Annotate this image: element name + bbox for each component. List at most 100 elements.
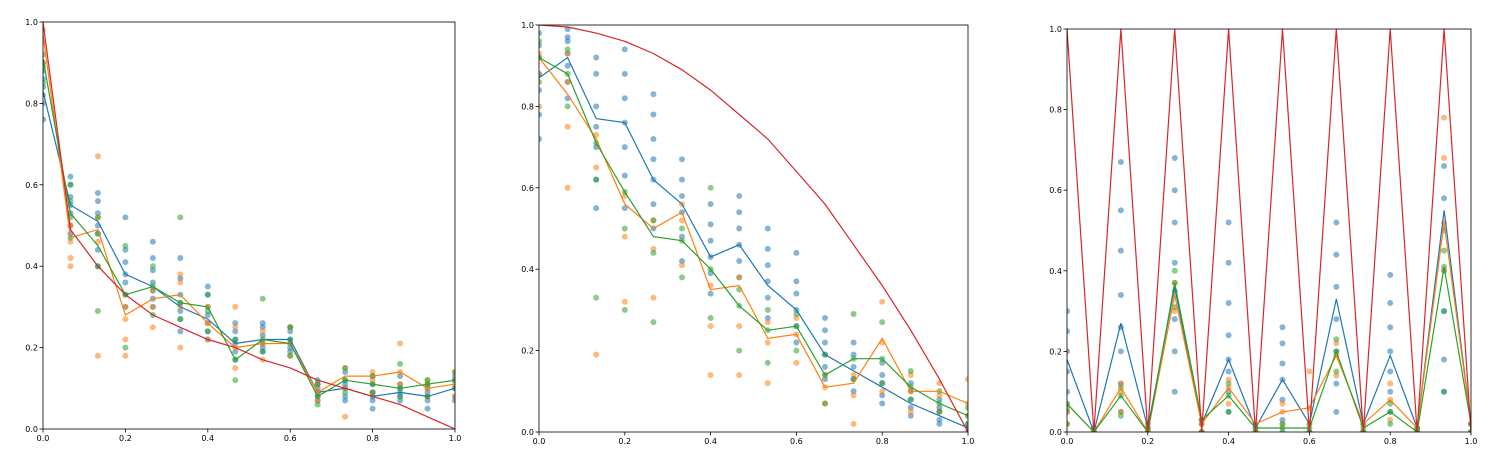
subplot-2-orange-point [621, 298, 628, 305]
subplot-3-blue-point [1117, 348, 1124, 355]
subplot-1-green-point [204, 291, 211, 298]
subplot-3-y-tick-label: 0.4 [1049, 267, 1062, 276]
subplot-3-orange-point [1441, 154, 1448, 161]
subplot-1-y-tick-label: 0.6 [25, 181, 38, 190]
subplot-2-blue-point [564, 62, 571, 69]
subplot-3-blue-point [1225, 259, 1232, 266]
subplot-3-blue-point [1387, 300, 1394, 307]
subplot-2-orange-point [539, 103, 542, 110]
subplot-2-blue-point [822, 315, 829, 322]
subplot-1-frame [42, 21, 456, 430]
subplot-2-blue-point [621, 46, 628, 53]
subplot-2-reference-line [539, 25, 968, 432]
subplot-1-orange-point [232, 364, 239, 371]
subplot-2-blue-point [793, 290, 800, 297]
subplot-2-blue-point [564, 34, 571, 41]
subplot-2-green-point [621, 225, 628, 232]
subplot-2-blue-point [678, 156, 685, 163]
subplot-2-blue-point [822, 363, 829, 370]
subplot-2-green-point [564, 46, 571, 53]
subplot-2-orange-point [764, 380, 771, 387]
subplot-2-green-mean-line [539, 57, 968, 417]
subplot-3-green-point [1441, 388, 1448, 395]
subplot-1-orange-point [232, 324, 239, 331]
subplot-1-green-point [314, 381, 321, 388]
subplot-3-blue-point [1117, 247, 1124, 254]
subplot-2-orange-point [879, 388, 886, 395]
subplot-2-orange-point [707, 372, 714, 379]
subplot-2-green-point [539, 38, 542, 45]
subplot-2-blue-point [539, 30, 542, 37]
subplot-2-blue-point [707, 201, 714, 208]
subplot-2-orange-point [764, 339, 771, 346]
subplot-1-orange-point [177, 344, 184, 351]
subplot-3-blue-point [1117, 207, 1124, 214]
subplot-2-plot-area [539, 25, 968, 432]
subplot-2-blue-point [621, 95, 628, 102]
subplot-3-x-tick-label: 0.6 [1303, 437, 1316, 446]
subplot-1-orange-point [122, 352, 129, 359]
subplot-2-green-point [621, 306, 628, 313]
subplot-1-blue-point [67, 173, 74, 180]
subplot-1-blue-point [149, 238, 156, 245]
subplot-1-blue-point [177, 328, 184, 335]
subplot-2-green-point [850, 310, 857, 317]
subplot-3-y-tick-label: 0.2 [1049, 347, 1062, 356]
subplot-1-green-mean-line [43, 58, 455, 398]
subplot-1-orange-point [122, 336, 129, 343]
subplot-2-orange-point [707, 323, 714, 330]
subplot-2-blue-point [736, 209, 743, 216]
subplot-1-green-point [94, 307, 101, 314]
subplot-2-blue-point [850, 363, 857, 370]
subplot-1-green-point [287, 324, 294, 331]
subplot-1-blue-point [122, 214, 129, 221]
subplot-2-blue-point [678, 192, 685, 199]
subplot-2-blue-point [764, 294, 771, 301]
subplot-3-orange-point [1225, 400, 1232, 407]
subplot-2-frame [538, 24, 969, 433]
subplot-1-orange-point [122, 316, 129, 323]
subplot-1-orange-point [397, 340, 404, 347]
subplot-2-orange-point [564, 184, 571, 191]
subplot-2-orange-point [564, 123, 571, 130]
subplot-1-green-point [424, 377, 431, 384]
subplot-3-green-mean-line [1067, 266, 1471, 432]
subplot-3-orange-mean-line [1067, 222, 1471, 432]
subplot-1-orange-point [67, 263, 74, 270]
subplot-1-x-tick-label: 0.4 [201, 434, 214, 443]
subplot-2-blue-point [793, 339, 800, 346]
subplot-2-green-point [707, 184, 714, 191]
subplot-3-blue-point [1067, 308, 1070, 315]
subplot-2-orange-point [539, 70, 542, 77]
subplot-2-blue-point [736, 225, 743, 232]
subplot-1-blue-point [122, 279, 129, 286]
subplot-3-reference-line [1067, 29, 1471, 432]
subplot-1-green-point [452, 369, 455, 376]
subplot-3-x-tick-label: 0.2 [1141, 437, 1154, 446]
subplot-2-blue-point [736, 258, 743, 265]
subplot-3-blue-point [1171, 348, 1178, 355]
subplot-1-orange-point [232, 303, 239, 310]
subplot-2-green-point [965, 420, 968, 427]
subplot-1-plot-area [43, 22, 455, 429]
subplot-3-blue-point [1117, 291, 1124, 298]
subplot-2-green-point [650, 319, 657, 326]
subplot-3-blue-point [1171, 219, 1178, 226]
subplot-1-green-point [67, 181, 74, 188]
subplot-1-blue-mean-line [43, 91, 455, 398]
subplot-1-orange-point [94, 352, 101, 359]
subplot-2-green-point [879, 380, 886, 387]
subplot-1-green-point [177, 214, 184, 221]
subplot-3-y-tick-label: 0.6 [1049, 186, 1062, 195]
subplot-2-blue-point [707, 237, 714, 244]
subplot-1-x-tick-label: 0.8 [366, 434, 379, 443]
subplot-1-green-point [287, 352, 294, 359]
subplot-2-green-point [936, 408, 943, 415]
subplot-2-blue-point [879, 400, 886, 407]
subplot-3-blue-point [1333, 251, 1340, 258]
subplot-2-green-point [907, 396, 914, 403]
subplot-1-blue-point [43, 116, 46, 123]
subplot-1-x-tick-label: 0.0 [37, 434, 50, 443]
subplot-2-blue-point [707, 221, 714, 228]
